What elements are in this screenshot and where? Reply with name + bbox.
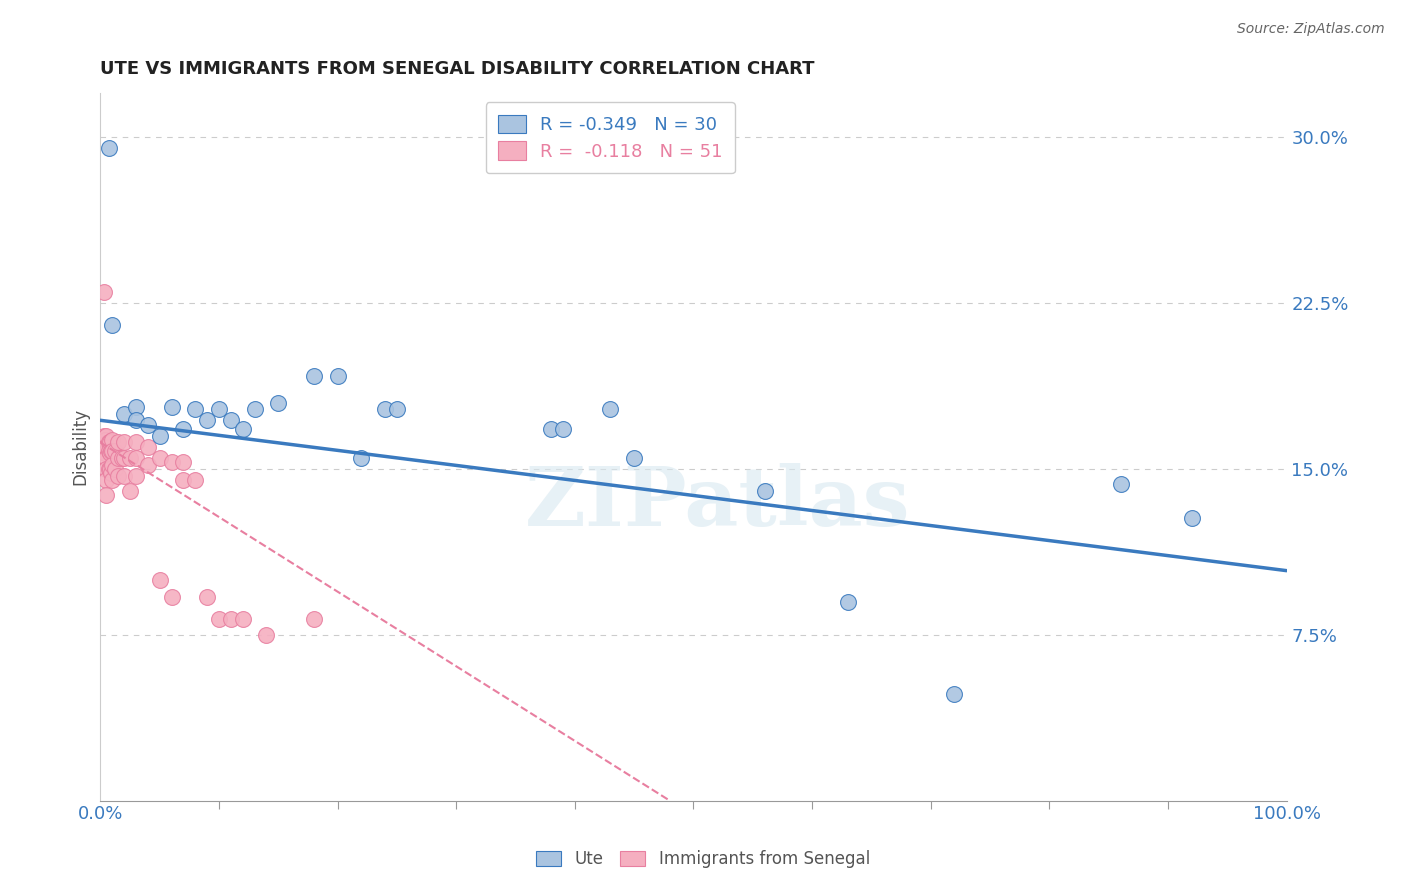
Point [101,444,124,458]
Point [160,455,183,469]
Point [96,440,118,454]
Point [623,450,645,465]
Point [943,688,966,702]
Point [97,435,120,450]
Point [184,473,207,487]
Point [195,590,218,604]
Point [97,141,120,155]
Point [160,590,183,604]
Point [837,594,859,608]
Point [101,318,124,333]
Point [599,402,621,417]
Point [208,612,231,626]
Point [101,433,124,447]
Point [98,446,121,460]
Point [118,484,141,499]
Point [540,422,562,436]
Point [136,417,159,432]
Point [97,462,120,476]
Point [172,422,194,436]
Point [184,402,207,417]
Point [103,444,125,458]
Legend: R = -0.349   N = 30, R =  -0.118   N = 51: R = -0.349 N = 30, R = -0.118 N = 51 [486,102,735,173]
Point [232,422,254,436]
Point [97,444,120,458]
Point [94,433,117,447]
Point [160,400,183,414]
Point [267,395,290,409]
Text: Source: ZipAtlas.com: Source: ZipAtlas.com [1237,22,1385,37]
Point [103,462,125,476]
Point [208,402,231,417]
Legend: Ute, Immigrants from Senegal: Ute, Immigrants from Senegal [530,844,876,875]
Point [100,467,122,481]
Text: UTE VS IMMIGRANTS FROM SENEGAL DISABILITY CORRELATION CHART: UTE VS IMMIGRANTS FROM SENEGAL DISABILIT… [100,60,815,78]
Point [96,473,118,487]
Point [93,285,115,299]
Point [107,468,129,483]
Point [149,450,172,465]
Point [112,468,135,483]
Point [112,450,135,465]
Point [1109,477,1132,491]
Point [125,450,148,465]
Point [326,369,349,384]
Point [107,435,129,450]
Point [101,458,124,472]
Point [98,435,121,450]
Point [385,402,408,417]
Point [243,402,266,417]
Point [149,429,172,443]
Point [101,473,124,487]
Point [112,435,135,450]
Point [96,462,118,476]
Point [374,402,396,417]
Point [125,435,148,450]
Point [118,450,141,465]
Point [172,455,194,469]
Point [96,488,118,502]
Point [112,407,135,421]
Point [551,422,574,436]
Point [136,458,159,472]
Point [111,450,134,465]
Point [136,440,159,454]
Point [254,628,277,642]
Point [1181,510,1204,524]
Point [195,413,218,427]
Point [96,429,118,443]
Point [107,450,129,465]
Point [302,369,325,384]
Y-axis label: Disability: Disability [72,409,89,485]
Point [125,468,148,483]
Point [94,446,117,460]
Point [219,413,242,427]
Point [172,473,194,487]
Point [219,612,242,626]
Point [302,612,325,626]
Point [100,444,122,458]
Point [125,400,148,414]
Point [93,429,115,443]
Point [149,573,172,587]
Point [232,612,254,626]
Text: ZIPatlas: ZIPatlas [524,464,910,543]
Point [96,450,118,465]
Point [754,484,776,499]
Point [350,450,373,465]
Point [125,413,148,427]
Point [98,462,121,476]
